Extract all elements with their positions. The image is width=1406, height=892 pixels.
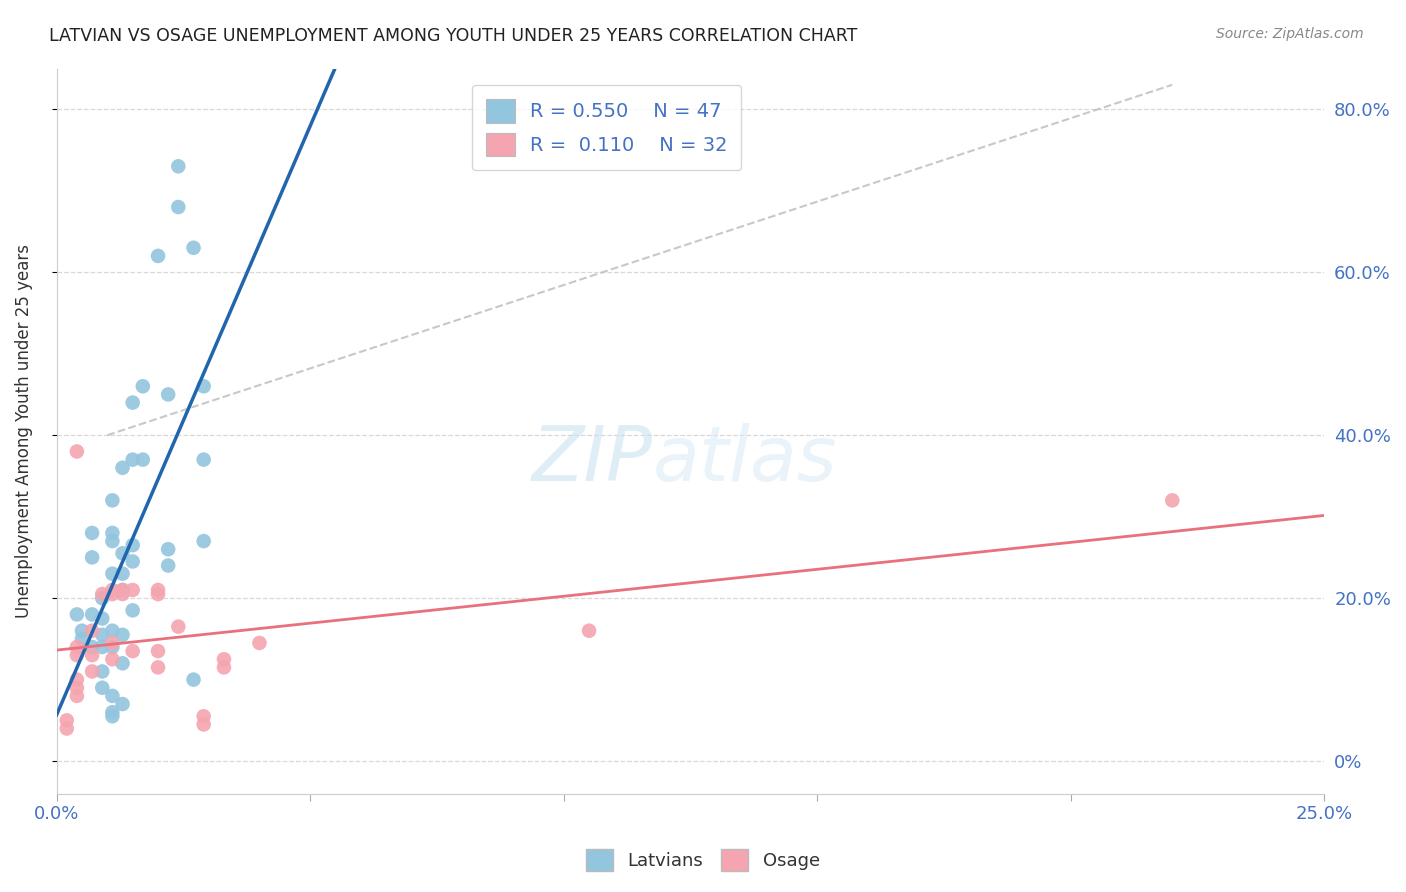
- Point: [167, 620, 190, 634]
- Point: [157, 542, 180, 557]
- Point: [157, 558, 180, 573]
- Point: [55, 722, 77, 736]
- Text: LATVIAN VS OSAGE UNEMPLOYMENT AMONG YOUTH UNDER 25 YEARS CORRELATION CHART: LATVIAN VS OSAGE UNEMPLOYMENT AMONG YOUT…: [49, 27, 858, 45]
- Point: [132, 379, 155, 393]
- Y-axis label: Unemployment Among Youth under 25 years: Unemployment Among Youth under 25 years: [15, 244, 32, 618]
- Point: [101, 709, 124, 723]
- Point: [101, 652, 124, 666]
- Point: [82, 550, 104, 565]
- Point: [193, 452, 215, 467]
- Point: [111, 566, 134, 581]
- Point: [146, 582, 169, 597]
- Text: atlas: atlas: [652, 423, 837, 497]
- Point: [66, 607, 89, 622]
- Point: [146, 249, 169, 263]
- Point: [146, 587, 169, 601]
- Point: [101, 534, 124, 549]
- Point: [121, 644, 143, 658]
- Point: [70, 624, 93, 638]
- Point: [82, 640, 104, 654]
- Point: [66, 640, 89, 654]
- Point: [121, 582, 143, 597]
- Point: [167, 200, 190, 214]
- Legend: R = 0.550    N = 47, R =  0.110    N = 32: R = 0.550 N = 47, R = 0.110 N = 32: [472, 86, 741, 169]
- Text: ZIP: ZIP: [531, 423, 652, 497]
- Point: [82, 665, 104, 679]
- Point: [91, 628, 114, 642]
- Point: [66, 681, 89, 695]
- Point: [111, 582, 134, 597]
- Point: [101, 525, 124, 540]
- Point: [111, 587, 134, 601]
- Point: [91, 681, 114, 695]
- Point: [111, 657, 134, 671]
- Point: [91, 665, 114, 679]
- Point: [193, 379, 215, 393]
- Point: [146, 660, 169, 674]
- Point: [111, 460, 134, 475]
- Point: [91, 640, 114, 654]
- Point: [121, 395, 143, 409]
- Point: [183, 241, 205, 255]
- Point: [193, 717, 215, 731]
- Point: [101, 689, 124, 703]
- Point: [132, 452, 155, 467]
- Point: [212, 652, 235, 666]
- Point: [66, 648, 89, 662]
- Point: [82, 624, 104, 638]
- Point: [101, 705, 124, 719]
- Point: [82, 648, 104, 662]
- Point: [193, 534, 215, 549]
- Point: [101, 640, 124, 654]
- Point: [157, 387, 180, 401]
- Point: [66, 673, 89, 687]
- Point: [101, 566, 124, 581]
- Point: [111, 582, 134, 597]
- Point: [578, 624, 600, 638]
- Point: [146, 644, 169, 658]
- Point: [82, 607, 104, 622]
- Point: [111, 697, 134, 711]
- Legend: Latvians, Osage: Latvians, Osage: [579, 842, 827, 879]
- Point: [101, 587, 124, 601]
- Point: [66, 689, 89, 703]
- Point: [121, 452, 143, 467]
- Point: [167, 159, 190, 173]
- Text: Source: ZipAtlas.com: Source: ZipAtlas.com: [1216, 27, 1364, 41]
- Point: [183, 673, 205, 687]
- Point: [101, 636, 124, 650]
- Point: [55, 714, 77, 728]
- Point: [101, 582, 124, 597]
- Point: [121, 554, 143, 568]
- Point: [101, 493, 124, 508]
- Point: [193, 709, 215, 723]
- Point: [212, 660, 235, 674]
- Point: [82, 525, 104, 540]
- Point: [1161, 493, 1184, 508]
- Point: [111, 628, 134, 642]
- Point: [91, 591, 114, 606]
- Point: [121, 603, 143, 617]
- Point: [66, 444, 89, 458]
- Point: [91, 587, 114, 601]
- Point: [101, 624, 124, 638]
- Point: [70, 632, 93, 646]
- Point: [91, 611, 114, 625]
- Point: [111, 546, 134, 560]
- Point: [121, 538, 143, 552]
- Point: [249, 636, 271, 650]
